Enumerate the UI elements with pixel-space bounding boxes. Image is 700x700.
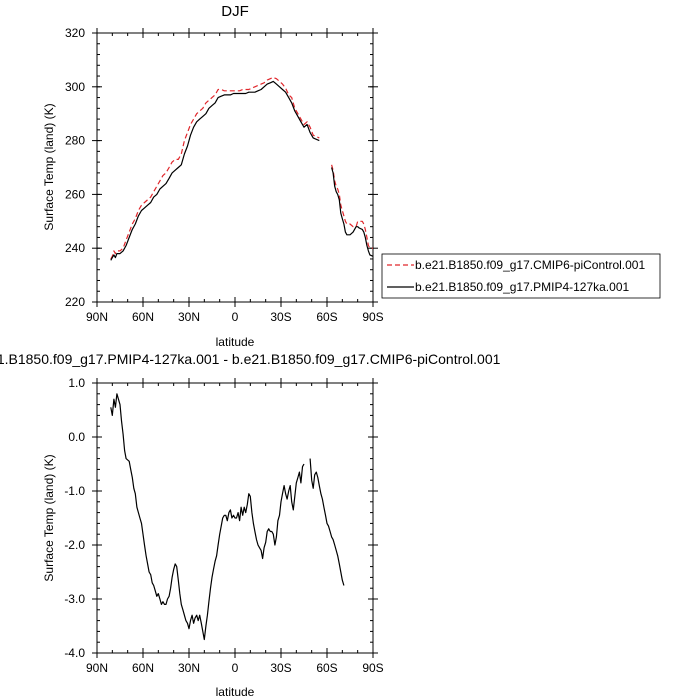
- top-series-0-line: [331, 164, 373, 249]
- bottom-panel: b.e21.B1850.f09_g17.PMIP4-127ka.001 - b.…: [0, 351, 501, 699]
- top-x-axis-label: latitude: [216, 335, 255, 349]
- legend: b.e21.B1850.f09_g17.CMIP6-piControl.001 …: [381, 253, 661, 299]
- bottom-x-tick-label: 90N: [86, 661, 108, 675]
- bottom-series-0-line: [309, 458, 345, 586]
- bottom-axis-tick-labels: 90N 60N 30N 0 30S 60S 90S -4.0 -3.0 -2.0 -1.0 0.0 1.…: [64, 376, 383, 675]
- bottom-y-tick-label: -4.0: [64, 646, 85, 660]
- bottom-series-0-line: [110, 393, 305, 641]
- bottom-x-tick-label: 90S: [362, 661, 383, 675]
- bottom-x-tick-label: 30S: [270, 661, 291, 675]
- top-x-tick-label: 0: [232, 310, 239, 324]
- legend-box: [381, 253, 661, 299]
- bottom-y-tick-label: -2.0: [64, 538, 85, 552]
- bottom-panel-title: b.e21.B1850.f09_g17.PMIP4-127ka.001 - b.…: [0, 351, 501, 367]
- top-axis-tick-labels: 90N 60N 30N 0 30S 60S 90S 220 240 260 280 300 320: [65, 26, 384, 324]
- top-x-tick-label: 60S: [316, 310, 337, 324]
- bottom-y-tick-label: 1.0: [68, 376, 85, 390]
- top-x-tick-label: 90S: [362, 310, 383, 324]
- legend-label-picontrol: b.e21.B1850.f09_g17.CMIP6-piControl.001: [415, 258, 645, 272]
- top-x-tick-label: 60N: [132, 310, 154, 324]
- top-y-tick-label: 300: [65, 80, 85, 94]
- bottom-y-tick-label: -1.0: [64, 484, 85, 498]
- legend-label-pmip4: b.e21.B1850.f09_g17.PMIP4-127ka.001: [415, 280, 629, 294]
- top-y-tick-label: 280: [65, 134, 85, 148]
- top-x-tick-label: 90N: [86, 310, 108, 324]
- top-series-0-line: [110, 76, 320, 260]
- bottom-y-tick-label: 0.0: [68, 430, 85, 444]
- top-series-1-line: [110, 80, 320, 261]
- top-x-tick-label: 30S: [270, 310, 291, 324]
- top-panel-title: DJF: [221, 3, 249, 20]
- bottom-x-axis-label: latitude: [216, 685, 255, 699]
- top-y-tick-label: 260: [65, 187, 85, 201]
- top-axis-ticks: [92, 28, 378, 307]
- top-panel: DJF 90N 60N 30N 0 30S 60S 90S 220 240 260 280 300 32…: [42, 3, 384, 349]
- bottom-x-tick-label: 60S: [316, 661, 337, 675]
- bottom-y-tick-label: -3.0: [64, 592, 85, 606]
- bottom-axis-ticks: [92, 378, 378, 658]
- top-y-axis-label: Surface Temp (land) (K): [42, 103, 56, 230]
- top-y-tick-label: 240: [65, 241, 85, 255]
- top-y-tick-label: 220: [65, 295, 85, 309]
- top-series-1-line: [331, 167, 374, 257]
- top-y-tick-label: 320: [65, 26, 85, 40]
- bottom-series-group: [110, 393, 345, 641]
- bottom-x-tick-label: 30N: [178, 661, 200, 675]
- bottom-y-axis-label: Surface Temp (land) (K): [42, 454, 56, 581]
- bottom-x-tick-label: 0: [232, 661, 239, 675]
- top-series-group: [110, 76, 374, 261]
- bottom-x-tick-label: 60N: [132, 661, 154, 675]
- top-x-tick-label: 30N: [178, 310, 200, 324]
